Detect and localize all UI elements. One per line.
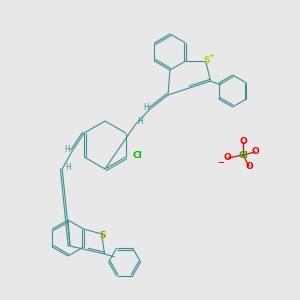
Text: H: H [137, 118, 143, 127]
Text: −: − [218, 158, 224, 167]
Text: H: H [65, 163, 71, 172]
Text: O: O [252, 148, 260, 157]
Text: O: O [245, 162, 253, 171]
Text: S: S [203, 56, 210, 65]
Text: O: O [239, 137, 247, 146]
Text: H: H [64, 145, 70, 154]
Text: S: S [99, 230, 106, 239]
Text: Cl: Cl [238, 151, 248, 160]
Text: H: H [143, 103, 149, 112]
Text: O: O [224, 154, 231, 163]
Text: Cl: Cl [133, 151, 143, 160]
Text: +: + [209, 53, 214, 59]
